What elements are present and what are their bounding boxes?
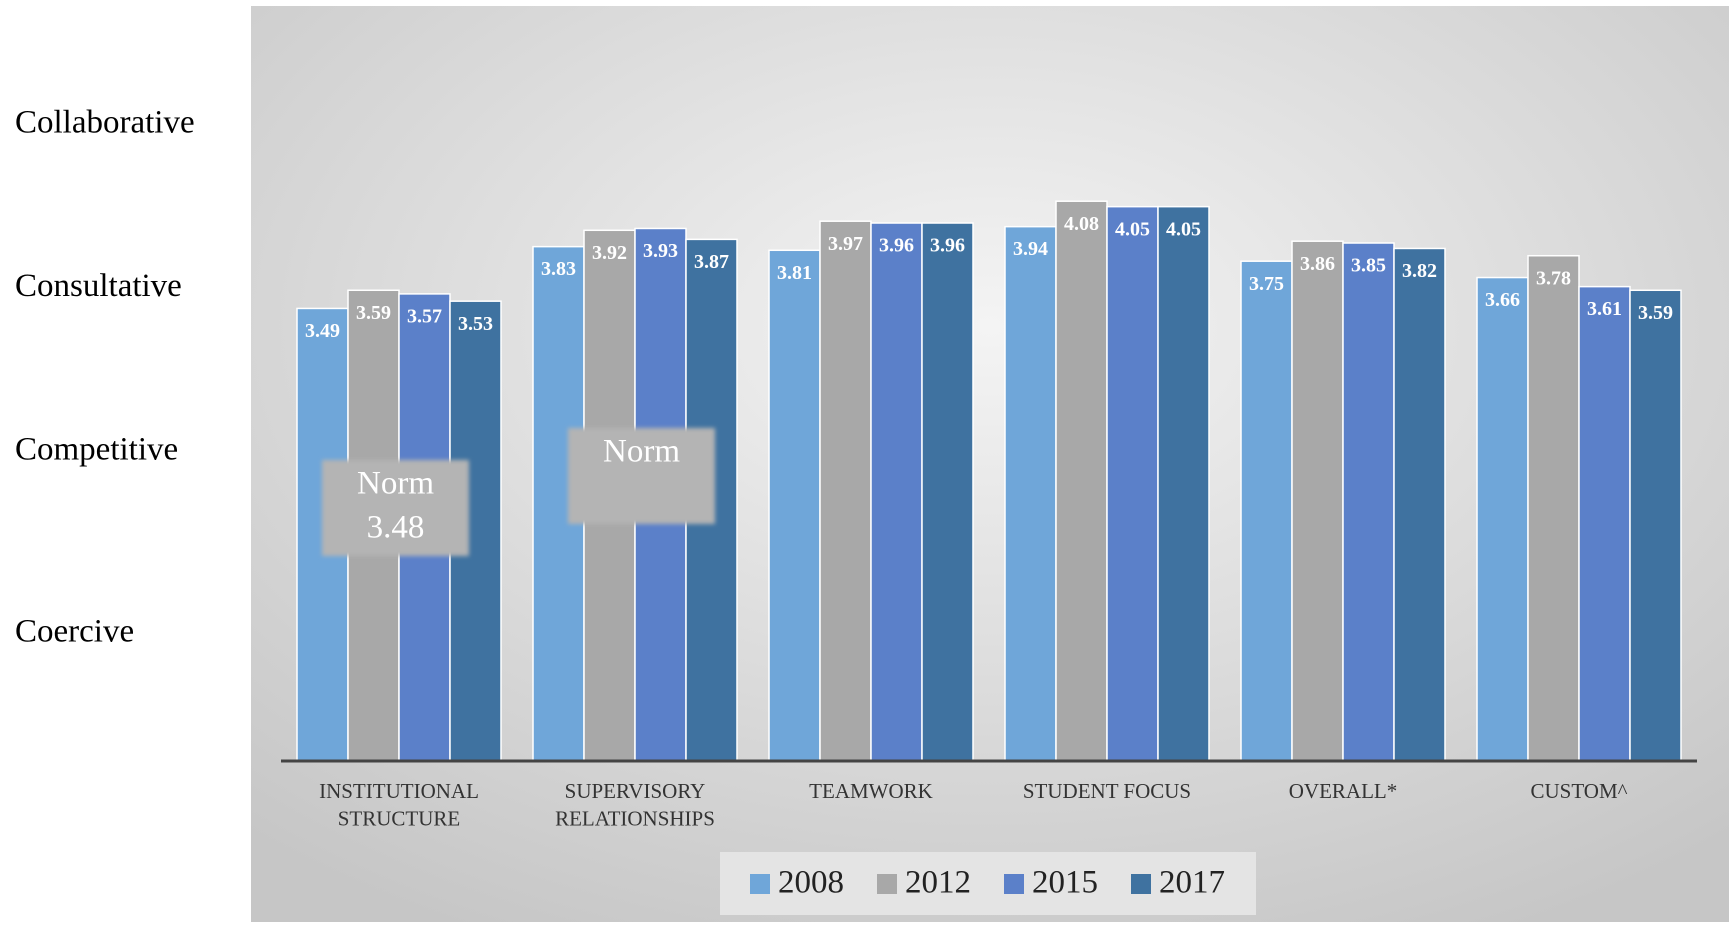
data-label: 3.92 [592,242,627,264]
legend-label: 2012 [905,865,971,901]
data-label: 3.96 [930,235,965,257]
bar [1527,254,1580,762]
y-tick-label: Collaborative [15,104,195,140]
bar [1629,289,1682,762]
data-label: 3.94 [1013,238,1048,260]
data-label: 3.78 [1536,267,1571,289]
data-label: 3.59 [1638,302,1673,324]
data-label: 3.66 [1485,289,1520,311]
y-tick-label: Coercive [15,613,134,649]
data-label: 3.96 [879,235,914,257]
annotation-text: Norm [357,466,434,502]
legend-swatch [1131,874,1151,894]
bar [1106,205,1159,762]
bar [1004,225,1057,762]
data-label: 3.82 [1402,260,1437,282]
data-label: 3.53 [458,313,493,335]
data-label: 3.83 [541,258,576,280]
data-label: 3.61 [1587,298,1622,320]
data-label: 3.97 [828,233,863,255]
data-label: 3.59 [356,302,391,324]
bar [1240,260,1293,762]
annotation-box [322,460,469,556]
data-label: 4.08 [1064,213,1099,235]
annotation-value: 3.48 [367,510,425,546]
x-tick-label: INSTITUTIONAL STRUCTURE [319,779,479,830]
bar [1476,276,1529,762]
x-tick-label: OVERALL* [1289,779,1398,803]
bar [768,249,821,762]
legend-swatch [877,874,897,894]
legend-swatch [750,874,770,894]
bar [819,220,872,762]
data-label: 4.05 [1115,218,1150,240]
bar [1055,200,1108,762]
legend-label: 2008 [778,865,844,901]
bar [870,222,923,762]
data-label: 3.75 [1249,273,1284,295]
legend-label: 2017 [1159,865,1225,901]
y-tick-label: Competitive [15,432,178,468]
legend-box [720,852,1256,915]
data-label: 3.81 [777,262,812,284]
bar [921,222,974,762]
data-label: 3.49 [305,320,340,342]
bar [1157,205,1210,762]
data-label: 3.85 [1351,255,1386,277]
legend-swatch [1004,874,1024,894]
data-label: 3.86 [1300,253,1335,275]
y-tick-label: Consultative [15,268,182,304]
annotation-box [568,428,715,524]
x-tick-label: SUPERVISORY RELATIONSHIPS [555,779,715,830]
x-tick-label: STUDENT FOCUS [1023,779,1191,803]
data-label: 3.87 [694,251,729,273]
annotation-text: Norm [603,434,680,470]
legend-label: 2015 [1032,865,1098,901]
x-tick-label: TEAMWORK [809,779,933,803]
data-label: 3.93 [643,240,678,262]
data-label: 4.05 [1166,218,1201,240]
bar [1578,285,1631,762]
data-label: 3.57 [407,305,442,327]
x-tick-label: CUSTOM^ [1531,779,1628,803]
bar [1291,240,1344,762]
bar [1393,247,1446,762]
bar [1342,242,1395,762]
